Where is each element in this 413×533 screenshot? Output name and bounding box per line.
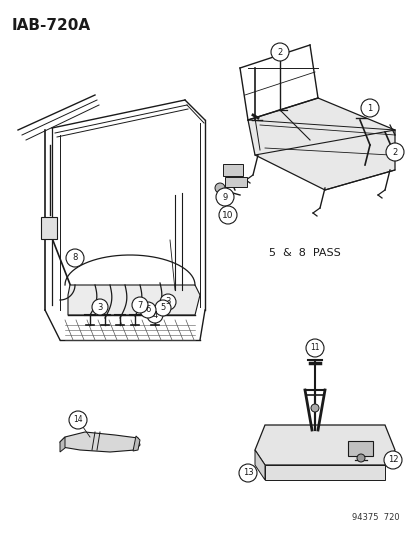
Polygon shape <box>68 285 199 315</box>
Circle shape <box>238 464 256 482</box>
Circle shape <box>147 307 163 323</box>
Circle shape <box>305 339 323 357</box>
Circle shape <box>92 299 108 315</box>
Circle shape <box>271 43 288 61</box>
FancyBboxPatch shape <box>348 441 373 456</box>
Polygon shape <box>60 432 140 452</box>
Circle shape <box>132 297 147 313</box>
FancyBboxPatch shape <box>41 217 57 239</box>
Polygon shape <box>254 450 264 480</box>
Text: 2: 2 <box>392 148 396 157</box>
Circle shape <box>159 294 176 310</box>
Polygon shape <box>254 425 394 465</box>
Text: IAB-720A: IAB-720A <box>12 18 91 33</box>
Circle shape <box>69 411 87 429</box>
Circle shape <box>66 249 84 267</box>
Circle shape <box>385 143 403 161</box>
Text: 13: 13 <box>242 469 253 478</box>
Text: 14: 14 <box>73 416 83 424</box>
Text: 10: 10 <box>222 211 233 220</box>
Circle shape <box>356 454 364 462</box>
Circle shape <box>360 99 378 117</box>
Text: 12: 12 <box>387 456 397 464</box>
Text: 4: 4 <box>152 311 157 319</box>
Text: 2: 2 <box>277 47 282 56</box>
Text: 5  &  8  PASS: 5 & 8 PASS <box>268 248 340 258</box>
Text: 1: 1 <box>366 103 372 112</box>
Text: 8: 8 <box>72 254 78 262</box>
Text: 6: 6 <box>145 305 150 314</box>
Text: 94375  720: 94375 720 <box>351 513 399 522</box>
Circle shape <box>216 188 233 206</box>
Circle shape <box>218 206 236 224</box>
Circle shape <box>310 404 318 412</box>
Circle shape <box>154 300 171 316</box>
Text: 3: 3 <box>165 297 170 306</box>
Text: 9: 9 <box>222 192 227 201</box>
Circle shape <box>383 451 401 469</box>
FancyBboxPatch shape <box>224 177 247 187</box>
Polygon shape <box>247 98 394 190</box>
Text: 7: 7 <box>137 301 142 310</box>
FancyBboxPatch shape <box>223 164 242 176</box>
Text: 3: 3 <box>97 303 102 311</box>
Text: 11: 11 <box>309 343 319 352</box>
Polygon shape <box>60 437 65 452</box>
Circle shape <box>140 302 156 318</box>
Text: 5: 5 <box>160 303 165 312</box>
Circle shape <box>214 183 224 193</box>
Polygon shape <box>264 465 384 480</box>
Polygon shape <box>133 436 140 451</box>
